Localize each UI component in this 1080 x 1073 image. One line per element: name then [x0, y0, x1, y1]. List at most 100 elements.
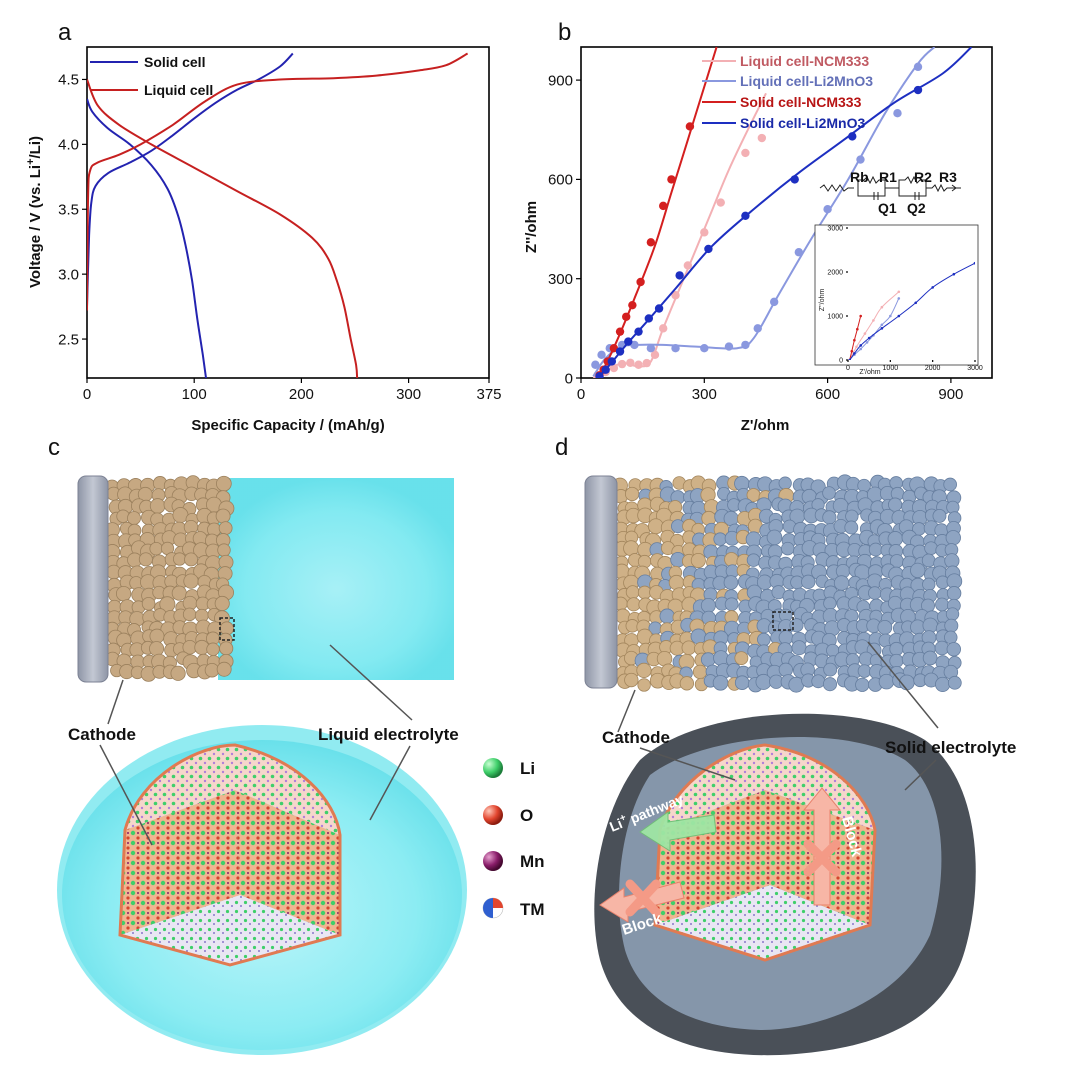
inset-point-liq-ncm333: [855, 345, 858, 349]
data-point-sol-ncm333: [628, 300, 637, 310]
panel-a-ylabel: Voltage / V (vs. Li+/Li): [25, 136, 44, 288]
leader-line-cathode-c: [99, 744, 153, 846]
electrolyte-particle: [946, 586, 962, 601]
electrolyte-particle: [659, 608, 675, 624]
cathode-particle: [681, 640, 697, 656]
cathode-particle: [734, 651, 749, 666]
data-point-liq-li2mno3: [591, 360, 600, 369]
electrolyte-particle: [857, 664, 872, 678]
electrolyte-particle: [855, 677, 870, 692]
electrolyte-particle: [757, 632, 771, 647]
atom-label-tm: TM: [520, 900, 545, 919]
inset-point-liq-ncm333: [872, 319, 875, 322]
crystal-cutaway-c: [118, 743, 342, 967]
cathode-particle: [624, 486, 640, 502]
panel-b-xlabel: Z'/ohm: [741, 417, 790, 434]
inset-point-liq-li2mno3: [865, 341, 869, 344]
data-point-liq-li2mno3: [769, 297, 779, 307]
circuit-label-r2: R2: [914, 169, 932, 185]
cathode-particle: [170, 665, 186, 681]
electrolyte-particle: [791, 640, 807, 656]
block-x-horizontal: [625, 879, 661, 917]
x-tick-label: 375: [476, 386, 501, 403]
x-tick-label: 300: [692, 386, 717, 403]
data-point-sol-ncm333: [659, 201, 668, 211]
inset-point-sol-li2mno3: [897, 314, 901, 318]
legend-label-liq-ncm: Liquid cell-NCM333: [740, 53, 869, 69]
data-point-liq-ncm333: [609, 363, 619, 373]
legend-label-sol-li2mno3: Solid cell-Li2MnO3: [740, 115, 865, 131]
data-point-liq-li2mno3: [741, 340, 750, 350]
x-tick-label: 300: [396, 386, 421, 403]
electrolyte-particle: [887, 497, 903, 512]
crystal-top-c: [125, 745, 340, 835]
cathode-particles-c: [104, 475, 235, 682]
inset-point-sol-li2mno3: [931, 286, 934, 289]
data-point-liq-ncm333: [671, 291, 680, 300]
panel-c: c Cathode Liquid electrolyte: [48, 434, 467, 1055]
data-point-liq-ncm333: [617, 359, 627, 369]
data-point-sol-ncm333: [615, 327, 625, 336]
inset-line-sol-li2mno3: [849, 262, 975, 360]
data-point-liq-li2mno3: [646, 344, 656, 353]
panel-c-label: c: [48, 434, 60, 461]
inset-point-sol-ncm333: [856, 327, 859, 331]
inset-curves: [848, 261, 975, 360]
cathode-particle: [171, 585, 187, 601]
electrolyte-particle: [766, 529, 783, 546]
cathode-particle: [183, 573, 199, 589]
y-tick-label: 3000: [827, 225, 843, 232]
block-x-vertical: [803, 839, 841, 877]
data-point-sol-ncm333: [609, 344, 619, 353]
electrolyte-particle: [724, 597, 739, 612]
data-point-sol-li2mno3: [624, 337, 633, 346]
electrolyte-particle: [700, 652, 716, 667]
electrolyte-particle: [713, 532, 727, 546]
inset-point-sol-li2mno3: [952, 272, 956, 276]
label-cathode-d: Cathode: [602, 728, 670, 747]
electrolyte-particle: [823, 662, 838, 677]
inset-ticks: 0 1000 2000 3000 0 1000 2000 3000: [827, 225, 982, 372]
leader-line-electrolyte-c: [329, 644, 413, 721]
electrolyte-particle: [822, 510, 837, 525]
y-tick-label: 3.5: [58, 202, 79, 219]
data-point-liq-li2mno3: [671, 344, 680, 353]
electrolyte-particle: [889, 653, 904, 668]
cathode-particle: [214, 595, 230, 612]
data-point-sol-li2mno3: [601, 365, 610, 374]
data-point-sol-li2mno3: [615, 347, 625, 356]
block-arrow-horizontal: [599, 879, 685, 923]
cathode-particle: [724, 552, 739, 567]
data-point-sol-ncm333: [667, 175, 676, 184]
data-point-sol-li2mno3: [644, 314, 654, 323]
cpe-q1: [864, 192, 885, 200]
electrolyte-particle: [844, 520, 859, 535]
electrolyte-particle: [789, 618, 804, 633]
data-point-liq-ncm333: [659, 324, 668, 333]
electrolyte-particle: [887, 595, 903, 611]
inset-point-liq-li2mno3: [897, 297, 901, 300]
atom-o-icon: [483, 805, 503, 825]
panel-b-ticks: 0 300 600 900 0 300 600 900: [548, 72, 963, 403]
y-tick-label: 900: [548, 72, 573, 89]
crystal-floor-c: [120, 895, 340, 965]
electrolyte-particle: [690, 628, 707, 645]
y-tick-label: 4.0: [58, 137, 79, 154]
cathode-particle: [141, 596, 156, 611]
data-point-liq-li2mno3: [700, 344, 709, 353]
electrolyte-particle: [811, 674, 826, 689]
inset-point-liq-li2mno3: [889, 314, 892, 318]
electrolyte-particle: [944, 630, 958, 645]
series-liquid-discharge-line: [87, 79, 359, 378]
resistor-rb: [819, 184, 854, 192]
y-tick-label: 4.5: [58, 72, 79, 89]
atom-label-mn: Mn: [520, 852, 545, 871]
data-point-sol-li2mno3: [741, 211, 750, 221]
electrolyte-particle: [922, 650, 938, 666]
circuit-label-q2: Q2: [907, 200, 926, 216]
atom-mn-icon: [483, 851, 503, 871]
x-tick-label: 1000: [883, 365, 899, 372]
cathode-particle: [149, 541, 163, 556]
electrolyte-particle: [868, 542, 883, 557]
